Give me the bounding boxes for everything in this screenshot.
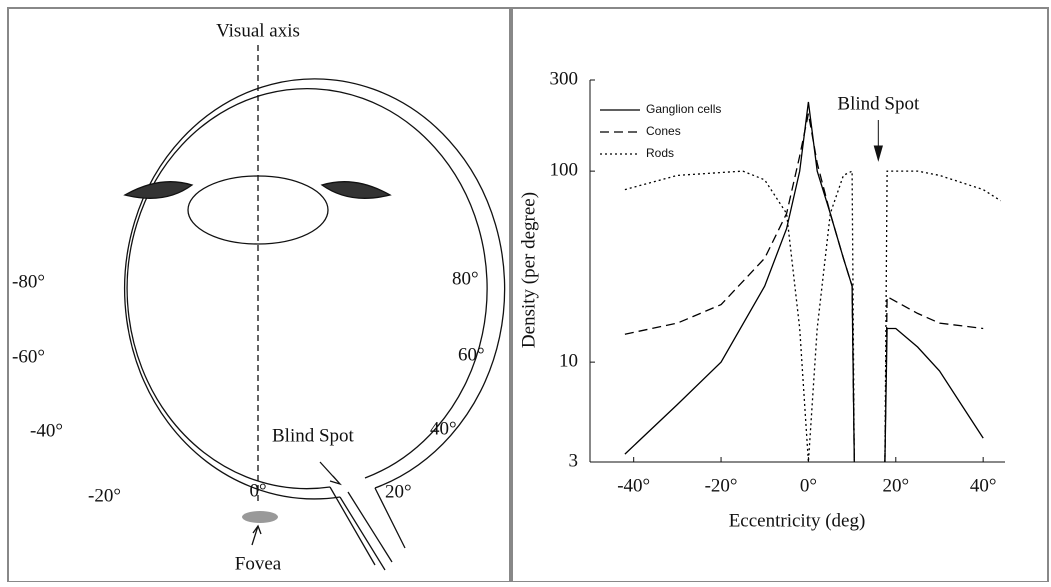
x-tick-label: -40° [617, 475, 650, 496]
legend-label: Ganglion cells [646, 102, 721, 116]
y-axis-label: Density (per degree) [518, 192, 539, 348]
y-tick-label: 300 [550, 68, 579, 89]
fovea-label: Fovea [235, 553, 282, 574]
annotation: Blind Spot [837, 93, 920, 114]
iris [322, 182, 390, 199]
visual-axis-label: Visual axis [216, 20, 300, 41]
angle-label: 20° [385, 481, 412, 502]
figure: Visual axis -80° -60° -40° -20° 80° 60° … [0, 0, 1051, 582]
y-tick-label: 10 [559, 350, 578, 371]
angle-label: 60° [458, 344, 485, 365]
angle-label: -20° [88, 485, 121, 506]
annotation-arrow [874, 120, 882, 160]
y-tick-label: 100 [550, 159, 579, 180]
y-tick-label: 3 [569, 450, 579, 471]
series-line [625, 171, 1001, 462]
angle-label: -80° [12, 271, 45, 292]
blind-spot-label: Blind Spot [272, 425, 355, 446]
angle-label: -60° [12, 346, 45, 367]
blind-spot-arrow [320, 462, 340, 484]
fovea [242, 511, 278, 523]
x-tick-label: 40° [970, 475, 997, 496]
x-tick-label: -20° [705, 475, 738, 496]
x-tick-label: 20° [882, 475, 909, 496]
angle-label: 80° [452, 268, 479, 289]
eye [125, 45, 505, 570]
iris [125, 182, 192, 199]
angle-label: -40° [30, 420, 63, 441]
series-line [625, 102, 983, 462]
angle-label: 0° [249, 480, 266, 501]
x-axis-label: Eccentricity (deg) [729, 510, 866, 531]
fovea-arrow [252, 526, 261, 545]
angle-label: 40° [430, 418, 457, 439]
page: {"diagram": {"visual_axis_label": "Visua… [0, 0, 1051, 582]
right-panel [512, 8, 1048, 582]
x-tick-label: 0° [800, 475, 817, 496]
series-line [625, 114, 983, 462]
legend-label: Rods [646, 146, 674, 160]
legend-label: Cones [646, 124, 681, 138]
